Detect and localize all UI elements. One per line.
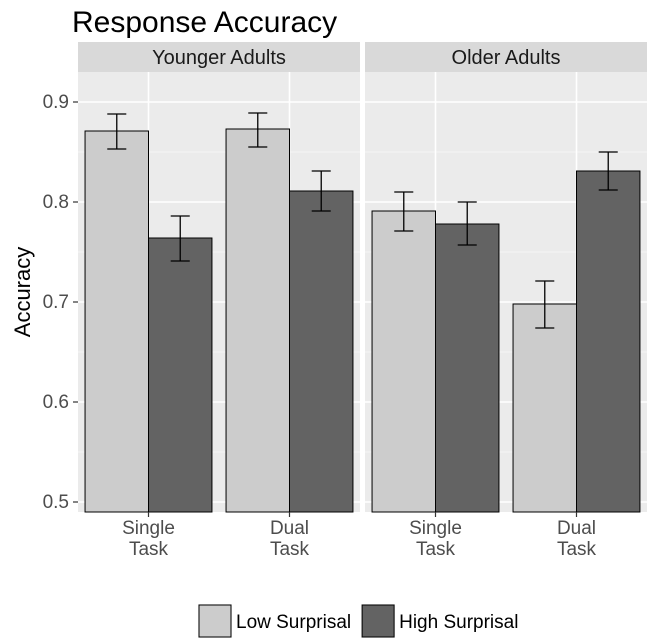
bar-high-surprisal — [289, 190, 354, 513]
y-tick-label: 0.8 — [43, 192, 69, 213]
y-tick-label: 0.9 — [43, 92, 69, 113]
bar-low-surprisal — [371, 210, 436, 513]
x-tick-label: Dual — [557, 518, 596, 539]
y-axis: 0.5 0.6 0.7 0.8 0.9 — [43, 92, 78, 513]
bar-high-surprisal — [148, 237, 213, 513]
x-tick-label: Single — [409, 518, 462, 539]
legend: Low Surprisal High Surprisal — [198, 604, 518, 638]
legend-swatch-low-surprisal — [198, 604, 232, 638]
facet-strip-label: Older Adults — [452, 47, 561, 69]
x-tick-label: Dual — [270, 518, 309, 539]
x-tick-label: Task — [557, 539, 597, 560]
bar-low-surprisal — [225, 128, 291, 513]
x-tick-label: Task — [270, 539, 310, 560]
bar-low-surprisal — [84, 130, 150, 513]
bar-high-surprisal — [435, 223, 500, 513]
facet-strip-label: Younger Adults — [152, 47, 286, 69]
y-tick-label: 0.7 — [43, 292, 69, 313]
legend-swatch-high-surprisal — [361, 604, 395, 638]
x-tick-label: Task — [416, 539, 456, 560]
y-axis-title: Accuracy — [10, 247, 35, 337]
bar-high-surprisal — [576, 170, 641, 513]
facet-strip — [78, 42, 360, 72]
x-tick-label: Single — [122, 518, 175, 539]
bar-low-surprisal — [512, 303, 577, 513]
x-tick-label: Task — [129, 539, 169, 560]
facet-strip — [365, 42, 647, 72]
legend-label: High Surprisal — [399, 612, 518, 633]
y-tick-label: 0.6 — [43, 392, 69, 413]
chart-title: Response Accuracy — [72, 6, 337, 39]
y-tick-label: 0.5 — [43, 492, 69, 513]
legend-label: Low Surprisal — [236, 612, 351, 633]
